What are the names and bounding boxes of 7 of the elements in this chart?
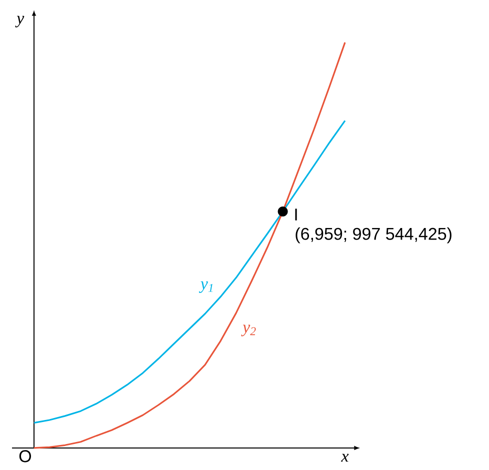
text: O: [19, 450, 31, 462]
annotation: I: [295, 208, 297, 220]
series-label: y$_{1}$: [198, 281, 213, 293]
series-label: y$_{2}$: [241, 324, 256, 336]
annotation: (6,959; 997 544,425): [296, 227, 452, 244]
y-axis-title: y: [15, 16, 24, 28]
x-axis-title: x: [341, 454, 349, 462]
